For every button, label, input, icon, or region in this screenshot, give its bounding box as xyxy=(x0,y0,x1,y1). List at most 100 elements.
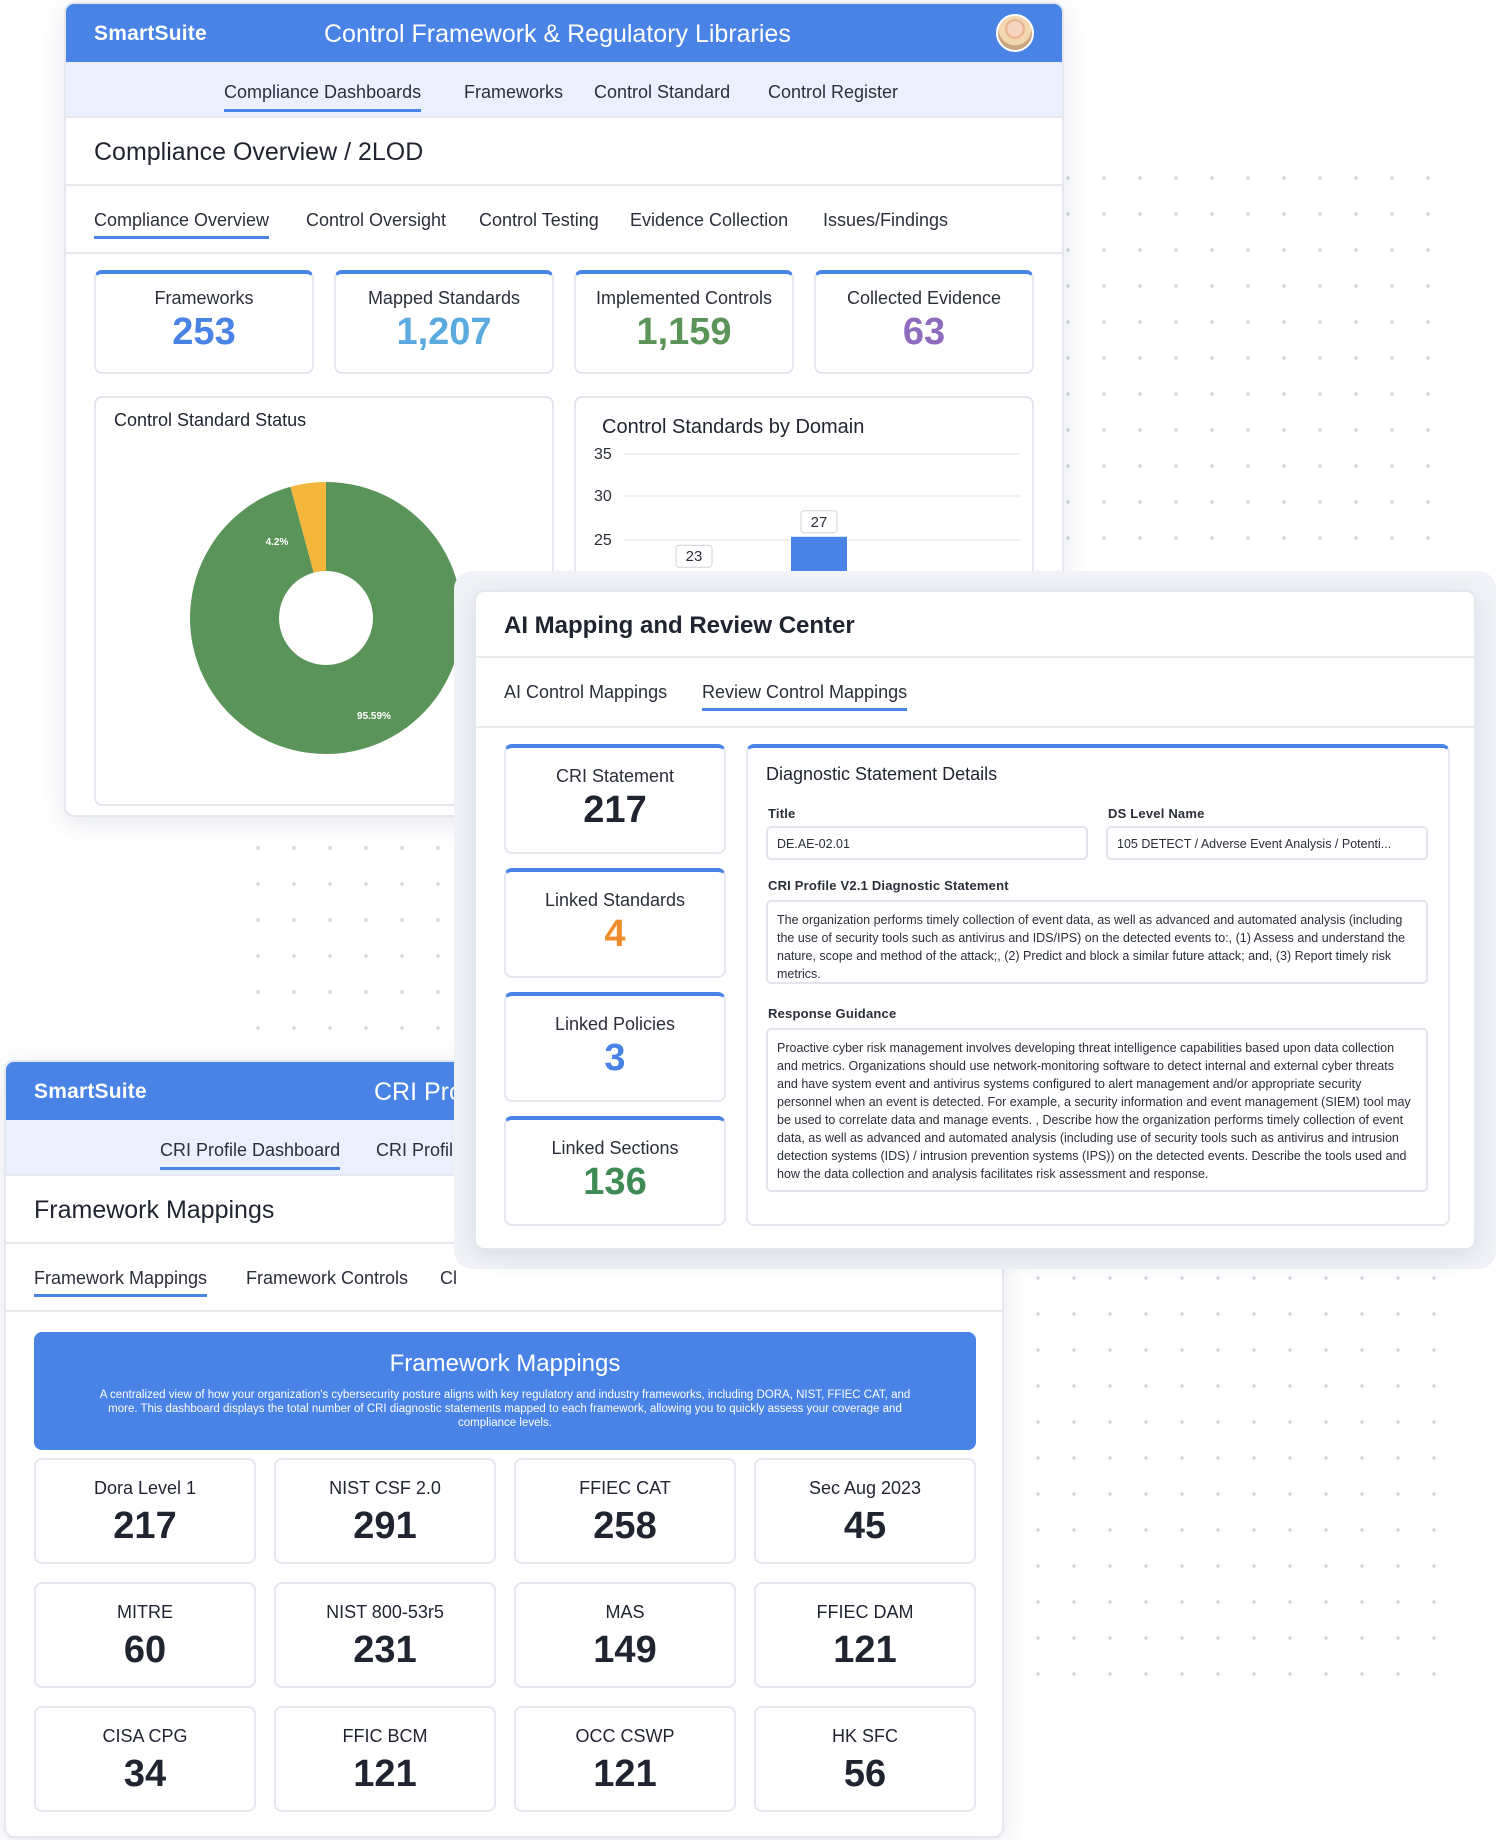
pie-hole xyxy=(279,571,373,665)
stat-linked-policies[interactable]: Linked Policies 3 xyxy=(504,992,726,1102)
nav-control-standard[interactable]: Control Standard xyxy=(594,82,731,102)
tab-framework-controls[interactable]: Framework Controls xyxy=(246,1268,409,1288)
stat-value: 136 xyxy=(583,1161,647,1203)
framework-card[interactable]: FFIEC CAT 258 xyxy=(514,1458,736,1564)
app-title: Control Framework & Regulatory Libraries xyxy=(324,20,791,48)
ds-level-name-field[interactable]: 105 DETECT / Adverse Event Analysis / Po… xyxy=(1106,826,1428,860)
framework-card[interactable]: MAS 149 xyxy=(514,1582,736,1688)
framework-card[interactable]: Sec Aug 2023 45 xyxy=(754,1458,976,1564)
framework-count: 149 xyxy=(593,1629,657,1671)
framework-label: OCC CSWP xyxy=(575,1726,675,1746)
nav-frameworks[interactable]: Frameworks xyxy=(464,82,564,102)
framework-count: 217 xyxy=(113,1505,177,1547)
title-field-label: Title xyxy=(768,806,796,821)
nav-control-register[interactable]: Control Register xyxy=(768,82,899,102)
stat-collected-evidence[interactable]: Collected Evidence 63 xyxy=(814,270,1034,374)
card-title: Control Standards by Domain xyxy=(602,416,865,438)
stat-linked-standards[interactable]: Linked Standards 4 xyxy=(504,868,726,978)
main-nav: Compliance Dashboards Frameworks Control… xyxy=(66,62,1062,118)
divider xyxy=(476,656,1474,658)
tab-compliance-overview[interactable]: Compliance Overview xyxy=(94,210,270,239)
framework-label: HK SFC xyxy=(831,1726,898,1746)
top-brand-bar: SmartSuite Control Framework & Regulator… xyxy=(66,4,1062,62)
framework-label: NIST 800-53r5 xyxy=(326,1602,444,1622)
framework-card[interactable]: NIST CSF 2.0 291 xyxy=(274,1458,496,1564)
ds-level-name-label: DS Level Name xyxy=(1108,806,1205,821)
framework-card[interactable]: OCC CSWP 121 xyxy=(514,1706,736,1812)
user-avatar[interactable] xyxy=(996,14,1034,52)
y-tick-label: 25 xyxy=(594,532,612,549)
framework-label: Sec Aug 2023 xyxy=(808,1478,922,1498)
framework-count: 121 xyxy=(353,1753,417,1795)
stat-label: Linked Policies xyxy=(554,1014,676,1034)
framework-card[interactable]: Dora Level 1 217 xyxy=(34,1458,256,1564)
tab-framework-mappings[interactable]: Framework Mappings xyxy=(34,1268,208,1297)
brand-logo[interactable]: SmartSuite xyxy=(34,1080,147,1103)
response-guidance-text[interactable]: Proactive cyber risk management involves… xyxy=(766,1028,1428,1192)
ai-mapping-panel: AI Mapping and Review Center AI Control … xyxy=(474,590,1476,1250)
stat-label: Linked Standards xyxy=(544,890,686,910)
framework-label: MAS xyxy=(605,1602,645,1622)
banner-title: Framework Mappings xyxy=(389,1350,621,1377)
stat-value: 4 xyxy=(604,913,626,955)
stat-cri-statement[interactable]: CRI Statement 217 xyxy=(504,744,726,854)
stat-linked-sections[interactable]: Linked Sections 136 xyxy=(504,1116,726,1226)
framework-count: 258 xyxy=(593,1505,657,1547)
framework-count: 56 xyxy=(843,1753,887,1795)
stat-label: Collected Evidence xyxy=(846,288,1002,308)
framework-label: FFIEC DAM xyxy=(816,1602,914,1622)
framework-card[interactable]: NIST 800-53r5 231 xyxy=(274,1582,496,1688)
response-guidance-label: Response Guidance xyxy=(768,1006,897,1021)
framework-label: NIST CSF 2.0 xyxy=(329,1478,441,1498)
bar-value-label: 27 xyxy=(811,514,828,531)
stat-label: Frameworks xyxy=(154,288,254,308)
stat-label: CRI Statement xyxy=(555,766,675,786)
framework-count: 60 xyxy=(123,1629,167,1671)
page-title: AI Mapping and Review Center xyxy=(504,612,855,639)
stat-value: 3 xyxy=(604,1037,626,1079)
bar-label-box xyxy=(800,510,838,534)
divider xyxy=(66,184,1062,186)
tab-control-testing[interactable]: Control Testing xyxy=(479,210,599,230)
stat-value: 1,207 xyxy=(396,311,492,353)
nav-compliance-dashboards[interactable]: Compliance Dashboards xyxy=(224,82,422,112)
framework-label: MITRE xyxy=(117,1602,173,1622)
bar-label-box xyxy=(675,544,713,568)
framework-count: 231 xyxy=(353,1629,417,1671)
tab-review-control-mappings[interactable]: Review Control Mappings xyxy=(702,682,908,711)
dot-grid-right xyxy=(1050,160,1450,580)
stat-mapped-standards[interactable]: Mapped Standards 1,207 xyxy=(334,270,554,374)
framework-card[interactable]: MITRE 60 xyxy=(34,1582,256,1688)
tab-cl[interactable]: Cl xyxy=(440,1268,457,1288)
framework-label: Dora Level 1 xyxy=(93,1478,197,1498)
dot-grid-middle xyxy=(240,830,440,1030)
pie-label-minor: 4.2% xyxy=(266,537,289,548)
nav-cri-profile[interactable]: CRI Profil xyxy=(376,1140,454,1160)
framework-card[interactable]: HK SFC 56 xyxy=(754,1706,976,1812)
dot-grid-lower-right xyxy=(1020,1260,1440,1680)
tab-control-oversight[interactable]: Control Oversight xyxy=(306,210,447,230)
framework-card[interactable]: CISA CPG 34 xyxy=(34,1706,256,1812)
tab-issues-findings[interactable]: Issues/Findings xyxy=(823,210,949,230)
banner-description: A centralized view of how your organizat… xyxy=(99,1389,911,1429)
stat-implemented-controls[interactable]: Implemented Controls 1,159 xyxy=(574,270,794,374)
y-tick-label: 35 xyxy=(594,446,612,463)
diagnostic-details-card: Diagnostic Statement Details Title DE.AE… xyxy=(746,744,1450,1226)
pie-chart: 95.59% 4.2% xyxy=(190,482,463,754)
compliance-dashboard-panel: SmartSuite Control Framework & Regulator… xyxy=(64,2,1064,817)
tab-ai-control-mappings[interactable]: AI Control Mappings xyxy=(504,682,668,702)
framework-card[interactable]: FFIC BCM 121 xyxy=(274,1706,496,1812)
stat-value: 1,159 xyxy=(636,311,732,353)
framework-label: FFIEC CAT xyxy=(579,1478,671,1498)
stat-label: Implemented Controls xyxy=(595,288,773,308)
brand-logo[interactable]: SmartSuite xyxy=(94,22,207,45)
title-field[interactable]: DE.AE-02.01 xyxy=(766,826,1088,860)
page-title: Compliance Overview / 2LOD xyxy=(94,138,424,166)
diagnostic-statement-text[interactable]: The organization performs timely collect… xyxy=(766,900,1428,984)
framework-card[interactable]: FFIEC DAM 121 xyxy=(754,1582,976,1688)
framework-count: 34 xyxy=(123,1753,167,1795)
stat-frameworks[interactable]: Frameworks 253 xyxy=(94,270,314,374)
card-title: Control Standard Status xyxy=(114,410,307,430)
tab-evidence-collection[interactable]: Evidence Collection xyxy=(630,210,789,230)
nav-cri-profile-dashboard[interactable]: CRI Profile Dashboard xyxy=(160,1140,341,1170)
